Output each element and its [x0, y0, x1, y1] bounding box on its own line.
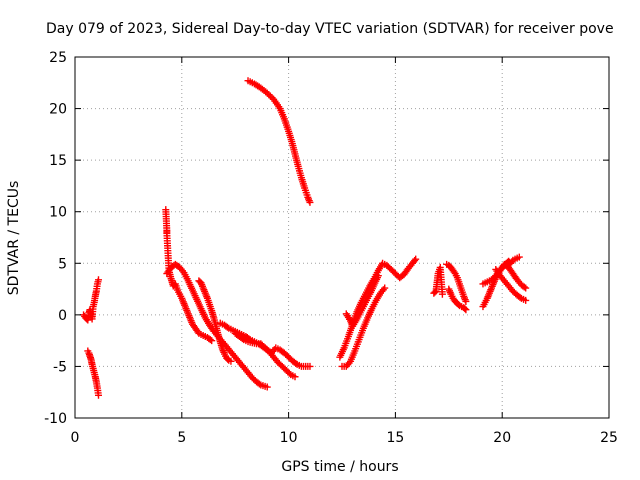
x-axis-label: GPS time / hours — [281, 459, 398, 475]
series-arc-2c — [195, 277, 235, 365]
y-axis-label: SDTVAR / TECUs — [6, 181, 22, 296]
data-point — [515, 253, 523, 261]
y-tick-label: -5 — [53, 359, 67, 375]
x-tick-label: 10 — [280, 430, 298, 446]
data-point — [238, 335, 246, 343]
data-point — [223, 323, 231, 331]
series-arc-6b — [479, 260, 530, 292]
data-point — [462, 297, 470, 305]
series-arc-5b — [443, 260, 470, 305]
x-tick-label: 5 — [177, 430, 186, 446]
data-point — [94, 391, 102, 399]
data-point — [263, 383, 271, 391]
series-arc-3 — [244, 77, 314, 206]
series-arc-5a — [430, 263, 446, 298]
series-arc-2e — [231, 329, 299, 381]
data-point — [450, 268, 458, 276]
chart-title: Day 079 of 2023, Sidereal Day-to-day VTE… — [46, 21, 614, 37]
data-point — [285, 369, 293, 377]
plot-frame — [74, 56, 610, 419]
x-tick-label: 0 — [71, 430, 80, 446]
data-point — [461, 305, 469, 313]
data-point — [265, 91, 273, 99]
x-tick-label: 25 — [600, 430, 618, 446]
data-point — [208, 337, 216, 345]
y-tick-label: 0 — [58, 308, 67, 324]
series-arc-1b — [84, 347, 102, 399]
data-point — [374, 272, 382, 280]
data-point — [306, 198, 314, 206]
data-point — [431, 288, 439, 296]
y-tick-label: 10 — [49, 205, 67, 221]
y-tick-label: 25 — [49, 50, 67, 66]
data-point — [255, 380, 263, 388]
axis-ticks: 0 5 10 15 20 25 -10 -5 0 5 10 15 20 25 — [44, 50, 618, 446]
data-point — [263, 89, 271, 97]
data-point — [305, 195, 313, 203]
series-arc-4c — [342, 272, 382, 330]
data-point — [412, 255, 420, 263]
y-tick-label: 5 — [58, 256, 67, 272]
data-point — [227, 357, 235, 365]
data-point — [291, 373, 299, 381]
data-point — [522, 284, 530, 292]
series-arc-2a — [162, 206, 216, 345]
data-point — [292, 359, 300, 367]
data-point — [381, 284, 389, 292]
x-tick-label: 15 — [386, 430, 404, 446]
series-arc-4a — [336, 255, 420, 361]
series-arc-5c — [445, 285, 470, 314]
data-point — [306, 362, 314, 370]
series-arc-4b — [338, 284, 389, 370]
series-arc-6c — [492, 265, 530, 304]
y-tick-label: 15 — [49, 153, 67, 169]
data-point — [266, 92, 274, 100]
data-point — [516, 293, 524, 301]
data-point — [94, 276, 102, 284]
y-tick-label: 20 — [49, 102, 67, 118]
x-tick-label: 20 — [493, 430, 511, 446]
data-point — [520, 283, 528, 291]
data-point — [411, 257, 419, 265]
data-point — [522, 296, 530, 304]
series-arc-1a — [80, 276, 102, 324]
y-tick-label: -10 — [44, 411, 67, 427]
data-point — [438, 290, 446, 298]
data-point — [462, 306, 470, 314]
data-point — [206, 336, 214, 344]
data-points — [80, 77, 530, 399]
